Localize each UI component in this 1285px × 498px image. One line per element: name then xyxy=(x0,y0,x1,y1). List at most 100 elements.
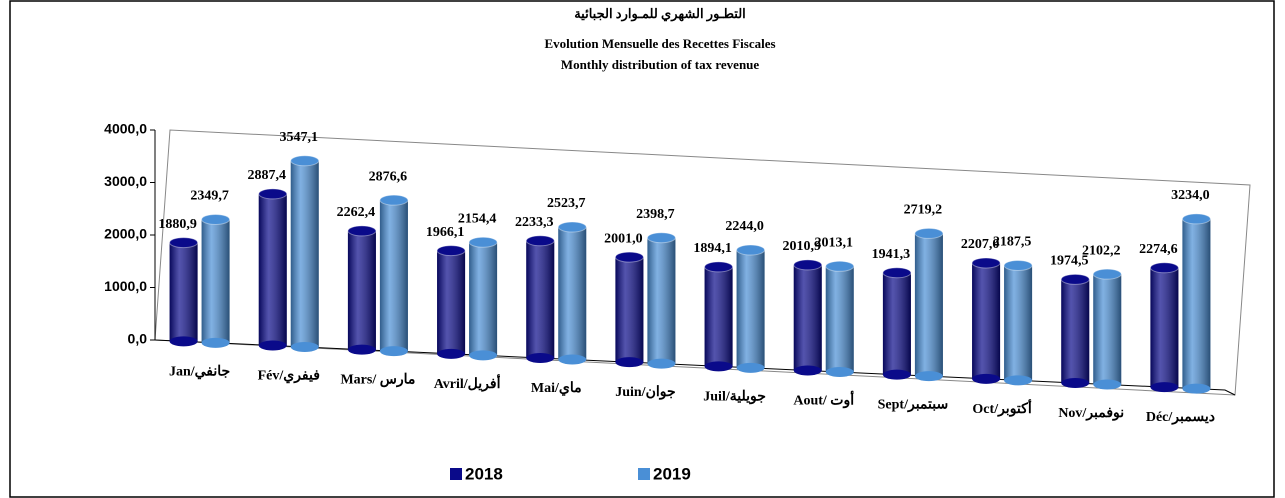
bar-top xyxy=(468,236,498,248)
bar-shade xyxy=(469,242,498,356)
bar-bottom xyxy=(647,358,676,369)
x-tick-label: Mars/ مارس xyxy=(340,373,415,388)
data-label: 2010,9 xyxy=(783,239,822,254)
bar-top xyxy=(971,257,1001,269)
bar-bottom xyxy=(1182,383,1211,394)
data-label: 2349,7 xyxy=(190,189,229,204)
data-label: 2398,7 xyxy=(636,207,675,222)
data-label: 2001,0 xyxy=(604,231,643,246)
x-tick-label: Oct/أكتوبر xyxy=(972,398,1031,417)
bar-bottom xyxy=(825,366,854,377)
bar-top xyxy=(169,237,199,249)
chart-title: التطـور الشهري للمـوارد الجبائية xyxy=(574,6,746,22)
legend-label: 2018 xyxy=(465,464,503,483)
back-wall xyxy=(154,129,1251,396)
chart-subtitle: Monthly distribution of tax revenue xyxy=(561,57,760,72)
bar-shade xyxy=(736,250,765,368)
legend-swatch xyxy=(450,468,462,480)
data-label: 2207,0 xyxy=(961,237,1000,252)
bar-shade xyxy=(825,266,854,372)
bar-bottom xyxy=(347,344,376,355)
legend-swatch xyxy=(638,468,650,480)
bar-top xyxy=(525,235,555,247)
bar-bottom xyxy=(972,373,1001,384)
x-tick-label: Déc/ديسمبر xyxy=(1146,410,1215,425)
floor xyxy=(154,339,1236,396)
bar-bottom xyxy=(704,361,733,372)
bar-top xyxy=(1003,259,1033,271)
bar-bottom xyxy=(882,369,911,380)
data-label: 2102,2 xyxy=(1082,243,1121,258)
bar-bottom xyxy=(1061,378,1090,389)
data-label: 1974,5 xyxy=(1050,254,1089,269)
x-tick-label: Juin/جوان xyxy=(615,385,675,400)
bar-bottom xyxy=(1150,382,1179,393)
bar-top xyxy=(1181,213,1211,225)
bar-bottom xyxy=(615,357,644,368)
y-tick-label: 1000,0 xyxy=(104,278,147,294)
bar-shade xyxy=(1150,267,1179,388)
data-label: 2274,6 xyxy=(1139,242,1178,257)
bar-top xyxy=(825,260,855,272)
bar-shade xyxy=(647,237,676,364)
bar-top xyxy=(1060,273,1090,285)
legend-label: 2019 xyxy=(653,464,691,483)
bar-bottom xyxy=(1093,379,1122,390)
bar-top xyxy=(1149,262,1179,274)
bar-shade xyxy=(793,264,822,371)
bar-top xyxy=(736,244,766,256)
bar-bottom xyxy=(201,337,230,348)
x-tick-label: Nov/نوفمبر xyxy=(1058,406,1124,421)
data-label: 2233,3 xyxy=(515,215,554,230)
bar-bottom xyxy=(526,353,555,364)
bar-bottom xyxy=(169,336,198,347)
data-label: 1966,1 xyxy=(426,225,465,240)
bar-shade xyxy=(1061,279,1090,384)
bar-shade xyxy=(972,262,1001,379)
bar-top xyxy=(882,267,912,279)
data-label: 2187,5 xyxy=(993,235,1032,250)
bar-shade xyxy=(914,233,943,377)
x-tick-label: Sept/سبتمبر xyxy=(878,398,949,413)
bar-shade xyxy=(201,219,230,343)
bar-shade xyxy=(347,230,376,350)
data-label: 2876,6 xyxy=(369,169,408,184)
bar-shade xyxy=(437,250,466,354)
data-label: 3234,0 xyxy=(1171,188,1210,203)
data-label: 3547,1 xyxy=(280,130,319,145)
data-label: 2887,4 xyxy=(248,168,287,183)
bar-top xyxy=(258,188,288,200)
bar-shade xyxy=(704,266,733,367)
bar-top xyxy=(557,221,587,233)
data-label: 1880,9 xyxy=(158,217,197,232)
bar-top xyxy=(914,227,944,239)
y-tick-label: 4000,0 xyxy=(104,121,147,137)
data-label: 2013,1 xyxy=(815,236,854,251)
data-label: 2262,4 xyxy=(337,205,376,220)
bar-bottom xyxy=(1004,375,1033,386)
bar-top xyxy=(646,232,676,244)
bar-top xyxy=(793,259,823,271)
bar-bottom xyxy=(379,346,408,357)
x-tick-label: Avril/أفريل xyxy=(434,373,501,392)
data-label: 1894,1 xyxy=(693,241,732,256)
bar-shade xyxy=(615,257,644,363)
bar-bottom xyxy=(437,348,466,359)
bar-bottom xyxy=(793,365,822,376)
bar-top xyxy=(290,155,320,167)
x-tick-label: Fév/فيفري xyxy=(258,368,320,383)
bar-bottom xyxy=(290,341,319,352)
bar-shade xyxy=(1004,265,1033,381)
data-label: 2719,2 xyxy=(904,203,943,218)
bar-shade xyxy=(558,227,587,360)
bar-top xyxy=(704,261,734,273)
bar-shade xyxy=(169,242,198,342)
bar-top xyxy=(1092,268,1122,280)
bar-bottom xyxy=(558,354,587,365)
x-tick-label: Juil/جويلية xyxy=(703,389,766,404)
bar-bottom xyxy=(736,362,765,373)
bar-shade xyxy=(526,240,555,359)
bar-bottom xyxy=(914,371,943,382)
x-tick-label: Aout/ أوت xyxy=(793,389,854,408)
